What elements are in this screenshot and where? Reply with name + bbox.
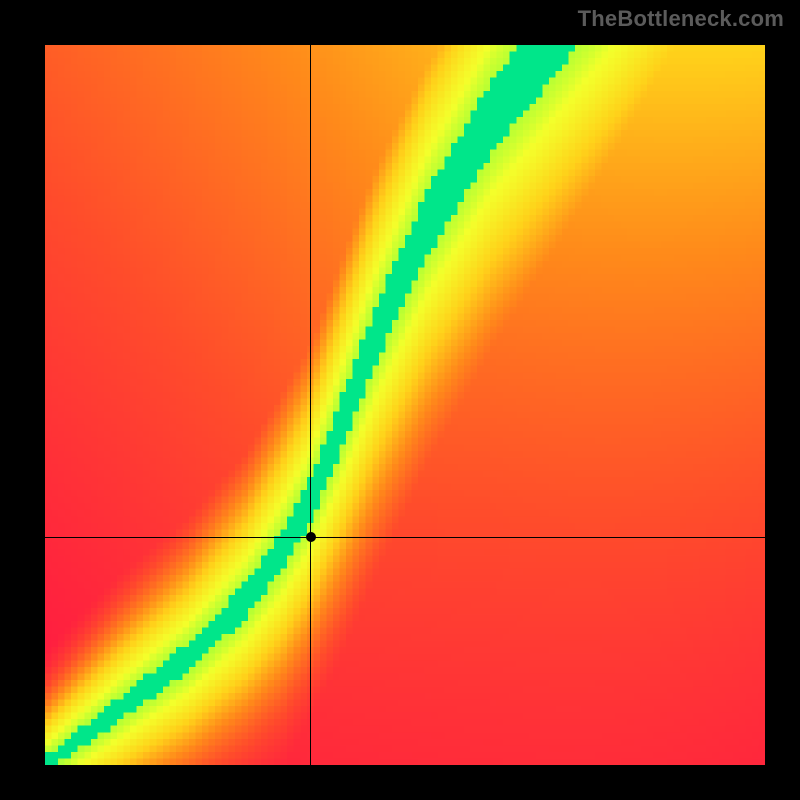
watermark-text: TheBottleneck.com [578, 6, 784, 32]
page-root: { "watermark": { "text": "TheBottleneck.… [0, 0, 800, 800]
crosshair-marker [306, 532, 316, 542]
heatmap-plot-area [45, 45, 765, 765]
crosshair-horizontal [45, 537, 765, 538]
heatmap-canvas [45, 45, 765, 765]
crosshair-vertical [310, 45, 311, 765]
